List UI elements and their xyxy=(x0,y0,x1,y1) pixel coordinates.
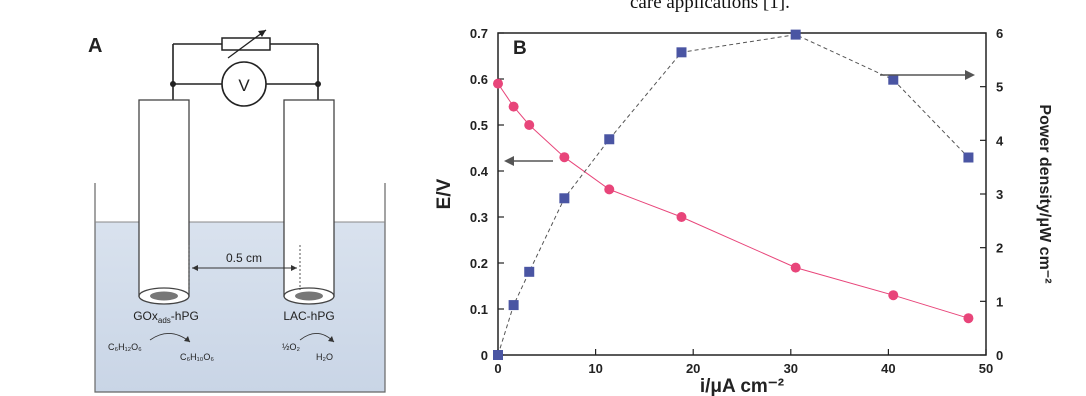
data-point-square xyxy=(888,74,899,85)
y2-tick-label: 6 xyxy=(996,26,1003,41)
cathode-disk xyxy=(295,291,323,301)
anode-electrode xyxy=(138,99,190,297)
reaction-left-arrowhead xyxy=(184,336,190,342)
right-axis-arrowhead xyxy=(965,70,975,80)
y2-tick-label: 0 xyxy=(996,348,1003,363)
x-tick-label: 20 xyxy=(686,361,700,376)
y2-tick-label: 4 xyxy=(996,133,1004,148)
y-tick-label: 0.5 xyxy=(470,118,488,133)
data-point-circle xyxy=(963,313,974,324)
x-axis-label: i/μA cm⁻² xyxy=(700,376,784,396)
y2-axis-label: Power density/μW cm⁻² xyxy=(1036,104,1053,283)
data-point-square xyxy=(524,266,535,277)
cathode-electrode xyxy=(283,99,335,297)
voltmeter-label: V xyxy=(238,76,250,95)
data-point-circle xyxy=(559,152,570,163)
panel-a-label: A xyxy=(88,35,102,57)
circuit-wires xyxy=(172,43,319,100)
data-point-circle xyxy=(888,290,899,301)
reaction-right-reactant: ½O₂ xyxy=(282,342,301,352)
y-tick-label: 0.4 xyxy=(470,164,489,179)
y-axis-label: E/V xyxy=(434,178,455,209)
voltmeter xyxy=(221,61,267,107)
junction-dot xyxy=(315,81,321,87)
reaction-right-product: H₂O xyxy=(316,352,333,362)
y-tick-label: 0.7 xyxy=(470,26,488,41)
reaction-left-reactant: C₆H₁₂O₆ xyxy=(108,342,142,352)
left-axis-arrowhead xyxy=(504,156,514,166)
y-tick-label: 0.1 xyxy=(470,302,488,317)
distance-arrow-left xyxy=(192,265,198,271)
caption-fragment: care applications [1]. xyxy=(630,0,790,13)
data-point-circle xyxy=(604,184,615,195)
data-point-square xyxy=(493,350,503,360)
y-tick-label: 0 xyxy=(481,348,488,363)
y2-axis-ticks: 0 1 2 3 4 5 6 xyxy=(980,26,1004,363)
anode-disk xyxy=(150,291,178,301)
x-tick-label: 40 xyxy=(881,361,895,376)
x-tick-label: 50 xyxy=(979,361,993,376)
y-tick-label: 0.3 xyxy=(470,210,488,225)
y2-tick-label: 3 xyxy=(996,187,1003,202)
data-point-circle xyxy=(676,212,687,222)
x-axis-ticks: 0 10 20 30 40 50 xyxy=(494,349,993,376)
junction-dot xyxy=(170,81,176,87)
x-tick-label: 10 xyxy=(588,361,602,376)
panel-b-label: B xyxy=(513,38,527,59)
data-point-circle xyxy=(524,120,535,130)
series-markers xyxy=(493,29,974,360)
y-tick-label: 0.2 xyxy=(470,256,488,271)
reaction-right-arrowhead xyxy=(328,336,334,342)
y-tick-label: 0.6 xyxy=(470,72,488,87)
data-point-circle xyxy=(493,78,503,89)
y2-tick-label: 5 xyxy=(996,80,1003,95)
x-tick-label: 30 xyxy=(784,361,798,376)
data-point-square xyxy=(790,29,801,40)
y2-tick-label: 2 xyxy=(996,241,1003,256)
x-tick-label: 0 xyxy=(494,361,501,376)
data-point-square xyxy=(963,152,974,163)
cathode-label: LAC-hPG xyxy=(283,309,334,323)
data-point-square xyxy=(604,134,615,145)
distance-arrow-right xyxy=(291,265,297,271)
data-point-square xyxy=(676,47,687,58)
panel-a-diagram: A V 0.5 cm GOxads-hPG LAC-hPG C₆H₁₂O₆ C₆… xyxy=(88,29,386,393)
resistor-arrow-head xyxy=(258,30,266,37)
data-point-circle xyxy=(790,262,801,273)
y2-tick-label: 1 xyxy=(996,294,1003,309)
anode-label: GOxads-hPG xyxy=(133,309,199,325)
distance-label: 0.5 cm xyxy=(226,251,262,265)
data-point-square xyxy=(508,300,519,311)
resistor-arrow xyxy=(227,29,267,59)
data-point-circle xyxy=(508,101,519,112)
data-point-square xyxy=(559,193,570,204)
y-axis-ticks: 0 0.1 0.2 0.3 0.4 0.5 0.6 0.7 xyxy=(470,26,504,363)
beaker xyxy=(94,183,386,393)
plot-frame xyxy=(497,32,987,356)
series-line-2 xyxy=(497,34,969,356)
reaction-left-product: C₆H₁₀O₆ xyxy=(180,352,214,362)
